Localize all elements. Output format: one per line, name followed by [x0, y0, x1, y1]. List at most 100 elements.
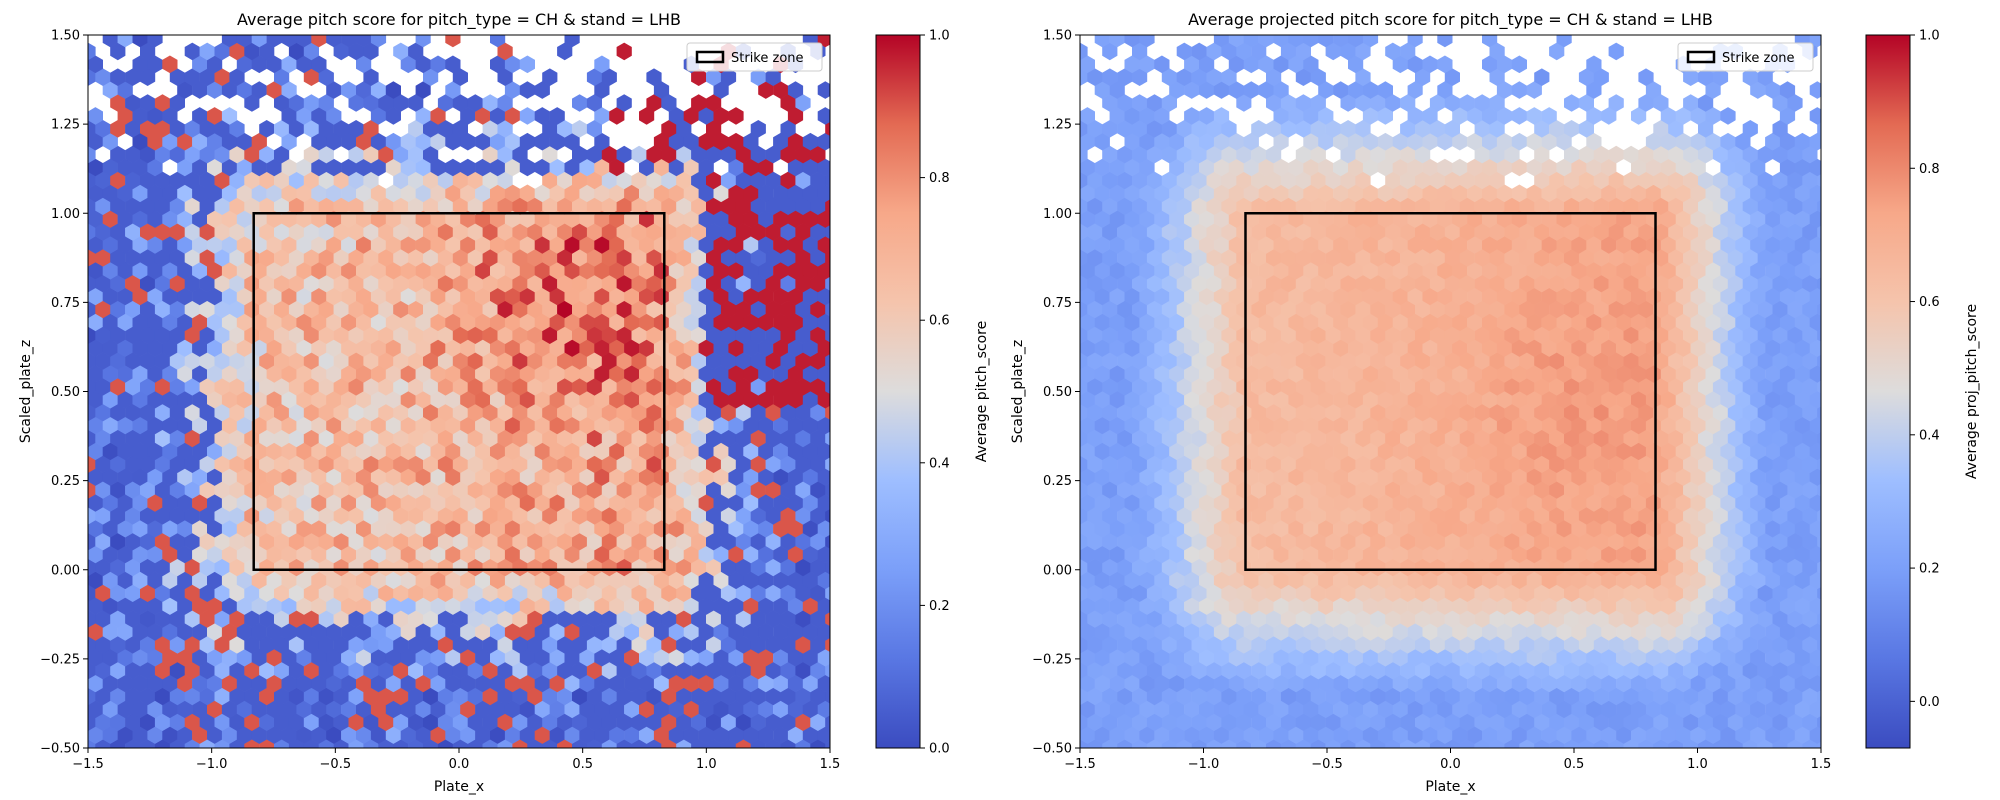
- hex-bin: [251, 365, 267, 383]
- hex-bin: [244, 558, 260, 577]
- hex-bin: [848, 339, 863, 357]
- hex-bin: [1578, 713, 1594, 731]
- hex-bin: [333, 661, 349, 680]
- hex-bin: [1675, 571, 1691, 590]
- hex-bin: [661, 197, 677, 215]
- hex-bin: [1638, 636, 1654, 654]
- hex-bin: [177, 365, 193, 383]
- hex-bin: [430, 623, 446, 641]
- hex-bin: [1735, 674, 1751, 693]
- hex-bin: [1578, 610, 1594, 628]
- hex-bin: [423, 403, 439, 422]
- hex-bin: [1139, 674, 1155, 693]
- hex-bin: [437, 687, 454, 706]
- hex-bin: [1698, 558, 1714, 577]
- hex-bin: [557, 403, 573, 422]
- hex-bin: [326, 313, 342, 332]
- hex-bin: [348, 171, 364, 190]
- hex-bin: [229, 429, 245, 448]
- hex-bin: [534, 210, 550, 228]
- hex-bin: [534, 107, 550, 125]
- hex-bin: [601, 455, 617, 473]
- hex-bin: [378, 584, 394, 602]
- hex-bin: [646, 481, 662, 499]
- hex-bin: [787, 158, 804, 177]
- hex-bin: [132, 416, 148, 435]
- hex-bin: [765, 687, 781, 706]
- hex-bin: [1221, 558, 1237, 577]
- hex-bin: [683, 313, 699, 332]
- hex-bin: [1809, 571, 1821, 590]
- hex-bin: [154, 403, 171, 422]
- hex-bin: [1429, 610, 1446, 628]
- hex-bin: [1593, 713, 1609, 731]
- hex-bin: [1623, 687, 1639, 706]
- hex-bin: [691, 403, 707, 422]
- hex-bin: [177, 442, 193, 461]
- hex-bin: [1303, 571, 1319, 590]
- hex-bin: [363, 326, 379, 344]
- hex-bin: [758, 648, 774, 667]
- hex-bin: [326, 107, 342, 125]
- hex-bin: [512, 610, 528, 628]
- hex-bin: [653, 700, 670, 719]
- hex-bin: [1645, 623, 1662, 641]
- hex-bin: [251, 494, 267, 512]
- hex-bin: [1474, 558, 1490, 577]
- hex-bin: [706, 300, 722, 319]
- hex-bin: [102, 623, 118, 641]
- projected-score-panel: −1.5 −1.0 −0.5 0.0 0.5 1.0 1.5−0.50−0.250.000.…: [1010, 10, 1980, 795]
- hex-bin: [437, 326, 454, 344]
- hex-bin: [1832, 610, 1847, 628]
- hex-bin: [519, 545, 535, 564]
- hex-bin: [460, 416, 476, 435]
- hex-bin: [1616, 648, 1632, 667]
- hex-bin: [95, 352, 111, 370]
- hex-bin: [1832, 584, 1847, 602]
- hex-bin: [750, 687, 766, 706]
- hex-bin: [288, 249, 305, 267]
- hex-bin: [1355, 687, 1371, 706]
- hex-bin: [706, 403, 722, 422]
- hex-bin: [318, 171, 334, 190]
- hex-bin: [1511, 674, 1527, 693]
- hex-bin: [102, 416, 118, 435]
- hex-bin: [274, 661, 290, 680]
- hex-bin: [1080, 545, 1095, 564]
- hex-bin: [140, 42, 156, 61]
- hex-bin: [609, 416, 625, 435]
- hex-bin: [1310, 687, 1326, 706]
- hex-bin: [221, 545, 238, 564]
- hex-bin: [318, 197, 334, 215]
- hex-bin: [802, 416, 818, 435]
- hex-bin: [833, 572, 848, 590]
- hex-bin: [117, 674, 133, 693]
- hex-bin: [1422, 623, 1438, 641]
- hex-bin: [460, 597, 476, 615]
- hex-bin: [281, 313, 297, 332]
- hex-bin: [848, 675, 863, 693]
- hex-bin: [1720, 700, 1736, 719]
- hex-bin: [497, 300, 513, 319]
- hex-bin: [244, 429, 260, 448]
- hex-bin: [1213, 726, 1230, 744]
- hex-bin: [259, 584, 275, 602]
- hex-bin: [281, 519, 297, 538]
- hex-bin: [840, 584, 855, 602]
- hex-bin: [311, 339, 327, 357]
- hex-bin: [162, 726, 178, 744]
- hex-bin: [1511, 571, 1527, 590]
- hex-bin: [1489, 687, 1505, 706]
- hex-bin: [1295, 558, 1311, 577]
- hex-bin: [452, 274, 468, 293]
- hex-bin: [326, 81, 342, 99]
- hex-bin: [95, 17, 110, 35]
- hex-bin: [251, 623, 267, 641]
- hex-bin: [88, 300, 96, 319]
- hex-bin: [1660, 597, 1676, 615]
- hex-bin: [251, 81, 267, 99]
- hex-bin: [668, 545, 684, 564]
- hex-bin: [1586, 648, 1602, 667]
- hex-bin: [288, 403, 305, 422]
- hex-bin: [378, 249, 394, 267]
